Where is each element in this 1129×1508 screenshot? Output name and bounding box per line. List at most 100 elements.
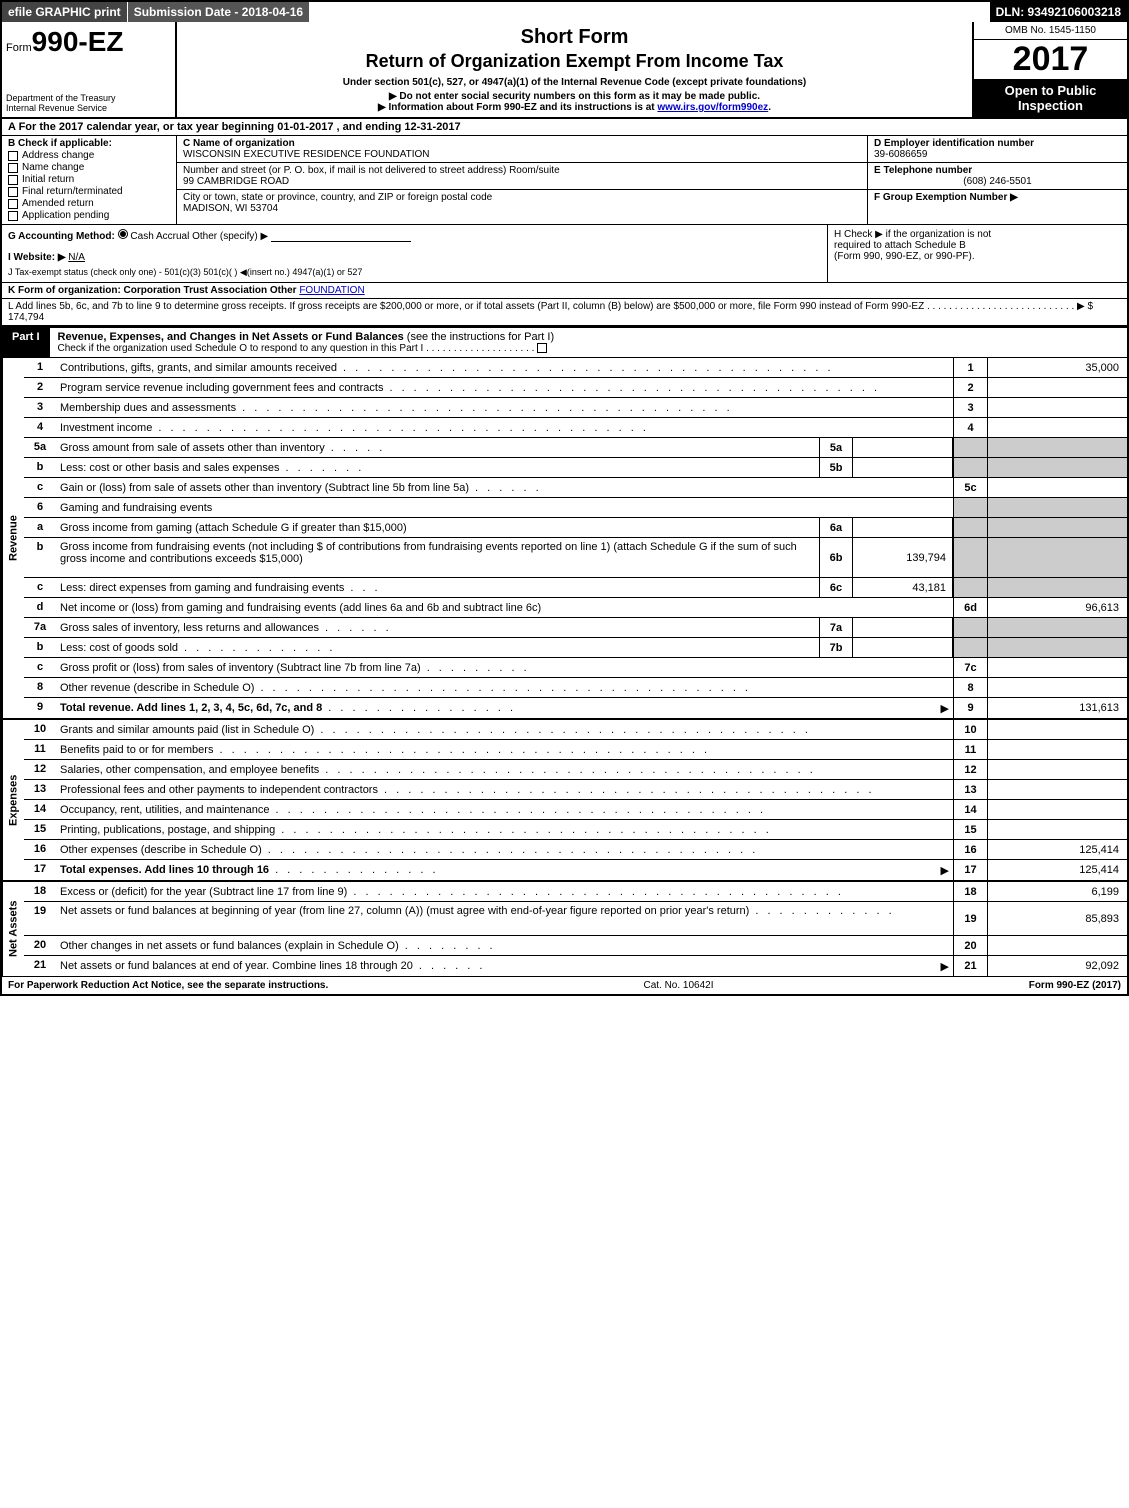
leader-dots: . . . . . . . . . . . . . . . . . . . . … <box>152 422 949 434</box>
line-desc: Grants and similar amounts paid (list in… <box>56 720 953 739</box>
leader-dots: . . . . . . . . . <box>421 662 949 674</box>
part1-subtitle: (see the instructions for Part I) <box>407 331 554 343</box>
mini-val: 43,181 <box>853 578 953 597</box>
footer: For Paperwork Reduction Act Notice, see … <box>2 976 1127 994</box>
desc-text: Less: cost or other basis and sales expe… <box>60 462 280 474</box>
schedule-o-checkbox[interactable] <box>537 343 547 353</box>
line-3: 3 Membership dues and assessments. . . .… <box>24 398 1127 418</box>
row-j-tax-exempt: J Tax-exempt status (check only one) - 5… <box>8 267 821 278</box>
address-label: Number and street (or P. O. box, if mail… <box>183 165 861 176</box>
rt-val <box>987 820 1127 839</box>
net-assets-tab: Net Assets <box>2 882 24 976</box>
desc-text: Total revenue. Add lines 1, 2, 3, 4, 5c,… <box>60 702 322 714</box>
line-num: 13 <box>24 780 56 799</box>
rt-num: 13 <box>953 780 987 799</box>
checkbox-icon <box>8 175 18 185</box>
org-name-label: C Name of organization <box>183 138 861 149</box>
header-row: Form990-EZ Department of the Treasury In… <box>2 22 1127 119</box>
line-desc: Less: direct expenses from gaming and fu… <box>56 578 819 597</box>
tax-year-end: 12-31-2017 <box>404 121 460 133</box>
radio-cash-icon[interactable] <box>118 229 128 239</box>
footer-cat-no: Cat. No. 10642I <box>643 980 713 991</box>
chk-label: Address change <box>22 150 94 161</box>
rt-val <box>987 800 1127 819</box>
header-center: Short Form Return of Organization Exempt… <box>177 22 972 117</box>
leader-dots: . . . . . . . . . . . . . . . . . . . . … <box>275 824 949 836</box>
form-prefix: Form <box>6 42 32 54</box>
net-assets-lines: 18 Excess or (deficit) for the year (Sub… <box>24 882 1127 976</box>
chk-final-return[interactable]: Final return/terminated <box>8 186 170 197</box>
rt-shade <box>953 538 987 577</box>
h-schedule-b: H Check ▶ if the organization is not req… <box>827 225 1127 282</box>
mini-num: 7b <box>819 638 853 657</box>
line-desc: Less: cost of goods sold. . . . . . . . … <box>56 638 819 657</box>
k-other-link[interactable]: FOUNDATION <box>299 285 364 296</box>
k-text: K Form of organization: Corporation Trus… <box>8 285 299 296</box>
line-6b: b Gross income from fundraising events (… <box>24 538 1127 578</box>
rt-val <box>987 740 1127 759</box>
leader-dots: . . . . . . . . . . . . . . . . . . . . … <box>383 382 949 394</box>
desc-text: Net income or (loss) from gaming and fun… <box>60 602 541 614</box>
line-6a: a Gross income from gaming (attach Sched… <box>24 518 1127 538</box>
mini-val: 139,794 <box>853 538 953 577</box>
chk-address-change[interactable]: Address change <box>8 150 170 161</box>
line-num: 11 <box>24 740 56 759</box>
rt-num: 14 <box>953 800 987 819</box>
dept-irs: Internal Revenue Service <box>6 103 171 113</box>
leader-dots: . . . . . . . . . . . . . . . . . . . . … <box>213 744 949 756</box>
line-num: 6 <box>24 498 56 517</box>
city-cell: City or town, state or province, country… <box>177 190 867 216</box>
info-post: . <box>768 102 771 113</box>
rt-val <box>987 398 1127 417</box>
line-desc: Membership dues and assessments. . . . .… <box>56 398 953 417</box>
leader-dots: . . . . . . . <box>280 462 815 474</box>
rt-num: 3 <box>953 398 987 417</box>
desc-text: Salaries, other compensation, and employ… <box>60 764 319 776</box>
rt-num: 8 <box>953 678 987 697</box>
mini-num: 6a <box>819 518 853 537</box>
rt-val <box>987 418 1127 437</box>
chk-label: Name change <box>22 162 84 173</box>
line-desc: Gross income from gaming (attach Schedul… <box>56 518 819 537</box>
ein-label: D Employer identification number <box>874 138 1121 149</box>
line-7b: b Less: cost of goods sold. . . . . . . … <box>24 638 1127 658</box>
part1-check-o: Check if the organization used Schedule … <box>58 343 1119 354</box>
line-desc: Gross sales of inventory, less returns a… <box>56 618 819 637</box>
rt-shade <box>953 618 987 637</box>
desc-text: Occupancy, rent, utilities, and maintena… <box>60 804 270 816</box>
chk-name-change[interactable]: Name change <box>8 162 170 173</box>
l-text: L Add lines 5b, 6c, and 7b to line 9 to … <box>8 301 1093 312</box>
line-16: 16 Other expenses (describe in Schedule … <box>24 840 1127 860</box>
line-num: 1 <box>24 358 56 377</box>
other-specify-blank[interactable] <box>271 231 411 242</box>
chk-initial-return[interactable]: Initial return <box>8 174 170 185</box>
efile-print-label[interactable]: efile GRAPHIC print <box>2 2 128 22</box>
rt-num: 5c <box>953 478 987 497</box>
l-value: 174,794 <box>8 312 44 323</box>
rt-shade-val <box>987 638 1127 657</box>
h-line2: required to attach Schedule B <box>834 240 1121 251</box>
irs-instructions-link[interactable]: www.irs.gov/form990ez <box>657 102 768 113</box>
leader-dots: . . . . . . . . . . . . . . . . . . . . … <box>347 886 949 898</box>
arrow-icon: ▶ <box>941 702 949 715</box>
rt-val <box>987 678 1127 697</box>
chk-amended-return[interactable]: Amended return <box>8 198 170 209</box>
line-num: c <box>24 578 56 597</box>
submission-date: Submission Date - 2018-04-16 <box>128 2 310 22</box>
info-link-line: ▶ Information about Form 990-EZ and its … <box>185 102 964 113</box>
expenses-section: Expenses 10 Grants and similar amounts p… <box>2 720 1127 882</box>
part1-title: Revenue, Expenses, and Changes in Net As… <box>50 328 1127 357</box>
rt-shade <box>953 578 987 597</box>
rt-shade <box>953 498 987 517</box>
chk-application-pending[interactable]: Application pending <box>8 210 170 221</box>
line-5c: c Gain or (loss) from sale of assets oth… <box>24 478 1127 498</box>
warning-ssn: ▶ Do not enter social security numbers o… <box>185 91 964 102</box>
desc-text: Net assets or fund balances at end of ye… <box>60 960 413 972</box>
tax-year-begin: 01-01-2017 <box>277 121 333 133</box>
line-desc: Salaries, other compensation, and employ… <box>56 760 953 779</box>
h-line1: H Check ▶ if the organization is not <box>834 229 1121 240</box>
line-desc: Total revenue. Add lines 1, 2, 3, 4, 5c,… <box>56 698 953 718</box>
line-21: 21 Net assets or fund balances at end of… <box>24 956 1127 976</box>
line-8: 8 Other revenue (describe in Schedule O)… <box>24 678 1127 698</box>
chk-label: Final return/terminated <box>22 186 123 197</box>
